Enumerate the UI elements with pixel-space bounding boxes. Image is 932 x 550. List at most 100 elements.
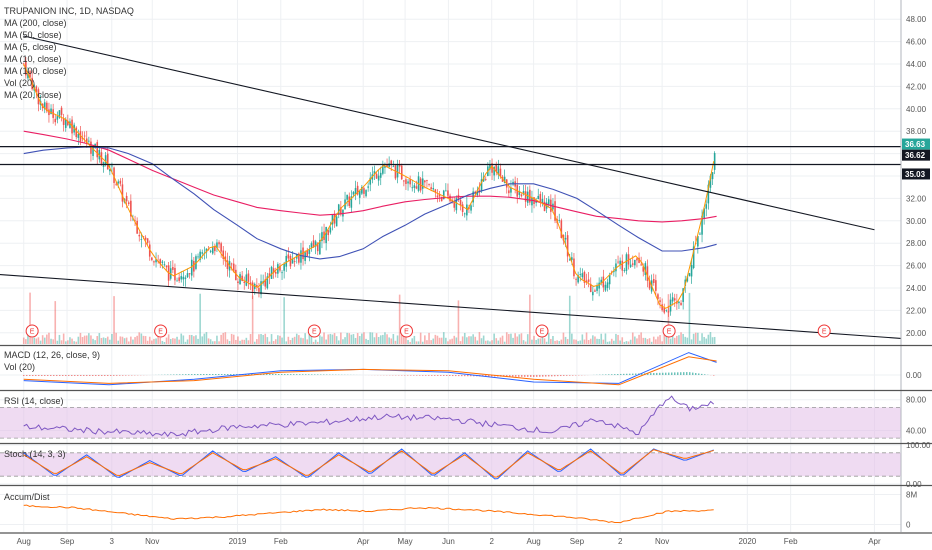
candle-body — [243, 281, 246, 283]
volume-bar — [648, 338, 651, 344]
time-axis-label: Sep — [570, 537, 585, 546]
volume-bar — [480, 338, 483, 344]
candle-body — [634, 259, 636, 266]
volume-bar — [438, 337, 441, 344]
volume-bar — [640, 332, 642, 344]
volume-bar — [155, 338, 157, 344]
candle-body — [268, 273, 271, 277]
volume-bar — [67, 340, 69, 344]
volume-bar — [621, 337, 624, 344]
volume-bar — [33, 337, 36, 344]
candle-body — [382, 165, 384, 174]
volume-bar — [476, 340, 479, 344]
volume-bar — [497, 340, 500, 344]
candle-body — [655, 280, 657, 291]
candle-body — [571, 257, 573, 260]
candle-body — [218, 242, 220, 245]
candle-body — [598, 282, 600, 289]
candle-body — [209, 250, 212, 252]
candle-body — [642, 266, 645, 272]
candle-body — [617, 261, 619, 263]
time-axis-label: May — [398, 537, 413, 546]
volume-bar — [468, 336, 470, 344]
candle-body — [587, 279, 590, 282]
price-tick-label: 26.00 — [906, 262, 927, 271]
stoch-legend: Stoch (14, 3, 3) — [4, 449, 66, 459]
volume-bar — [396, 335, 399, 344]
candle-body — [375, 173, 378, 179]
candle-body — [709, 175, 712, 188]
volume-bar — [524, 341, 527, 344]
axes: Aug Sep 3 Nov 2019 Feb Apr May Jun 2 Aug Sep 2 Nov 202… — [17, 15, 931, 546]
volume-bar — [558, 341, 561, 344]
candle-body — [636, 258, 638, 261]
candle-body — [688, 273, 691, 277]
candle-body — [579, 274, 582, 275]
candle-body — [180, 276, 183, 280]
candle-body — [340, 207, 342, 215]
candle-body — [699, 233, 701, 235]
volume-bar — [411, 338, 414, 344]
candle-body — [216, 242, 218, 249]
price-tag-label: 36.63 — [905, 140, 926, 149]
candle-body — [134, 220, 136, 222]
candle-body — [386, 164, 388, 168]
candle-body — [335, 216, 338, 227]
candle-body — [260, 281, 262, 295]
volume-bar — [43, 337, 46, 344]
volume-bar — [94, 340, 96, 344]
candle-body — [88, 140, 90, 142]
volume-bar — [598, 338, 600, 344]
volume-bar — [514, 333, 516, 344]
price-legend-entry: MA (20, close) — [4, 90, 62, 100]
volume-bar — [596, 338, 598, 344]
volume-bar — [92, 338, 94, 344]
candle-body — [638, 257, 640, 263]
volume-bar — [186, 339, 189, 344]
volume-bar — [356, 333, 359, 344]
candle-body — [388, 163, 390, 167]
price-tick-label: 32.00 — [906, 194, 927, 203]
volume-bar — [610, 338, 613, 344]
candle-body — [239, 274, 241, 285]
volume-bar — [260, 334, 262, 344]
candle-body — [159, 259, 162, 265]
candle-body — [421, 178, 424, 189]
candle-body — [85, 138, 88, 144]
price-legend-entry: Vol (20) — [4, 78, 35, 88]
volume-bar — [375, 333, 378, 344]
volume-bar — [682, 333, 684, 344]
candle-body — [665, 309, 668, 311]
volume-bar — [392, 334, 395, 344]
volume-bar — [58, 334, 61, 344]
volume-bar — [211, 341, 214, 344]
candle-body — [90, 141, 92, 154]
candle-body — [455, 198, 458, 211]
candle-body — [106, 153, 109, 170]
volume-bar — [589, 338, 592, 344]
price-legend-entry: MA (50, close) — [4, 30, 62, 40]
volume-bar — [631, 332, 634, 344]
candle-body — [415, 186, 418, 189]
volume-bar — [121, 336, 124, 344]
candle-body — [480, 179, 483, 191]
volume-bar — [400, 335, 403, 344]
candle-body — [205, 248, 208, 253]
candle-body — [499, 168, 502, 177]
volume-bar — [96, 336, 99, 344]
volume-bar — [102, 337, 105, 344]
candle-body — [144, 237, 147, 240]
candle-body — [163, 264, 166, 266]
volume-bar — [132, 339, 134, 344]
volume-bar — [619, 340, 621, 344]
candle-body — [193, 260, 195, 272]
candle-body — [692, 246, 695, 269]
candle-body — [54, 118, 57, 123]
volume-bar — [306, 339, 309, 344]
candle-body — [472, 191, 474, 203]
candle-body — [659, 300, 661, 302]
volume-bar — [295, 333, 298, 344]
volume-bar — [547, 333, 550, 344]
volume-bar — [31, 337, 33, 344]
